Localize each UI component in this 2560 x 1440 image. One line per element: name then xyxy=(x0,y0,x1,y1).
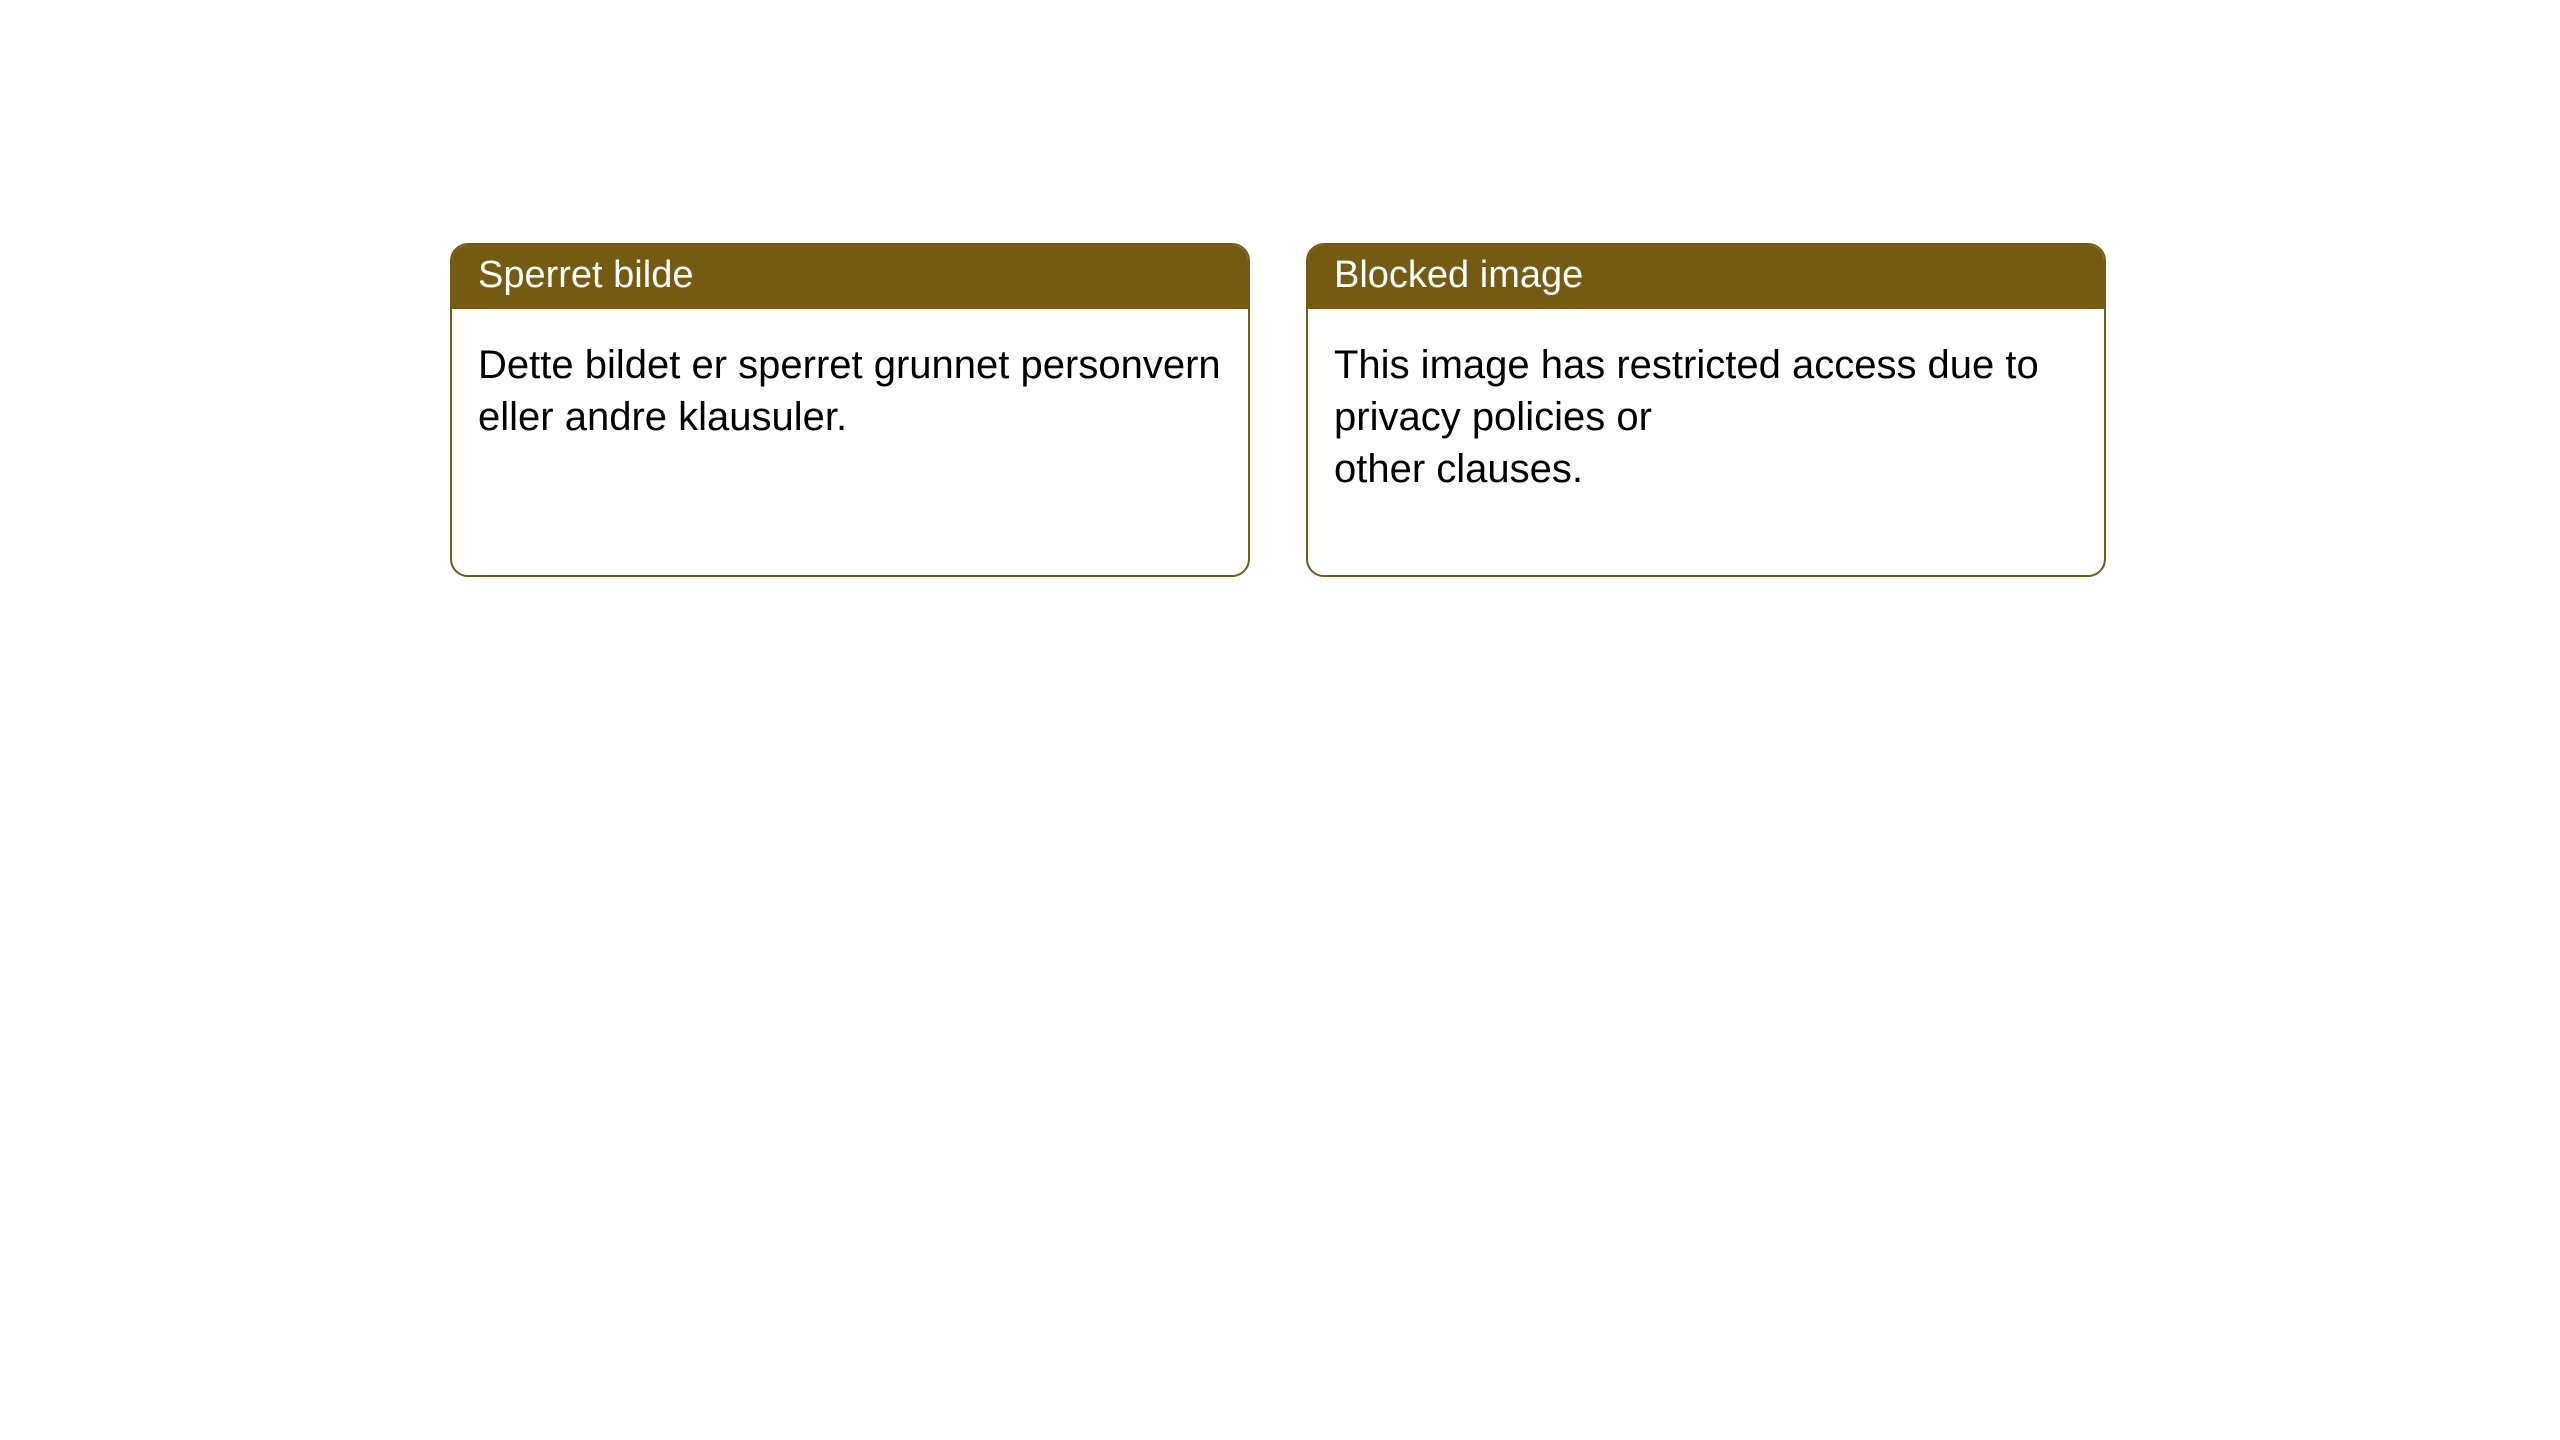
notice-card-no: Sperret bilde Dette bildet er sperret gr… xyxy=(450,243,1250,577)
notice-card-en: Blocked image This image has restricted … xyxy=(1306,243,2106,577)
notice-container: Sperret bilde Dette bildet er sperret gr… xyxy=(0,0,2560,577)
notice-card-body: Dette bildet er sperret grunnet personve… xyxy=(452,309,1248,463)
notice-card-title: Sperret bilde xyxy=(452,245,1248,309)
notice-card-title: Blocked image xyxy=(1308,245,2104,309)
notice-card-body: This image has restricted access due to … xyxy=(1308,309,2104,515)
